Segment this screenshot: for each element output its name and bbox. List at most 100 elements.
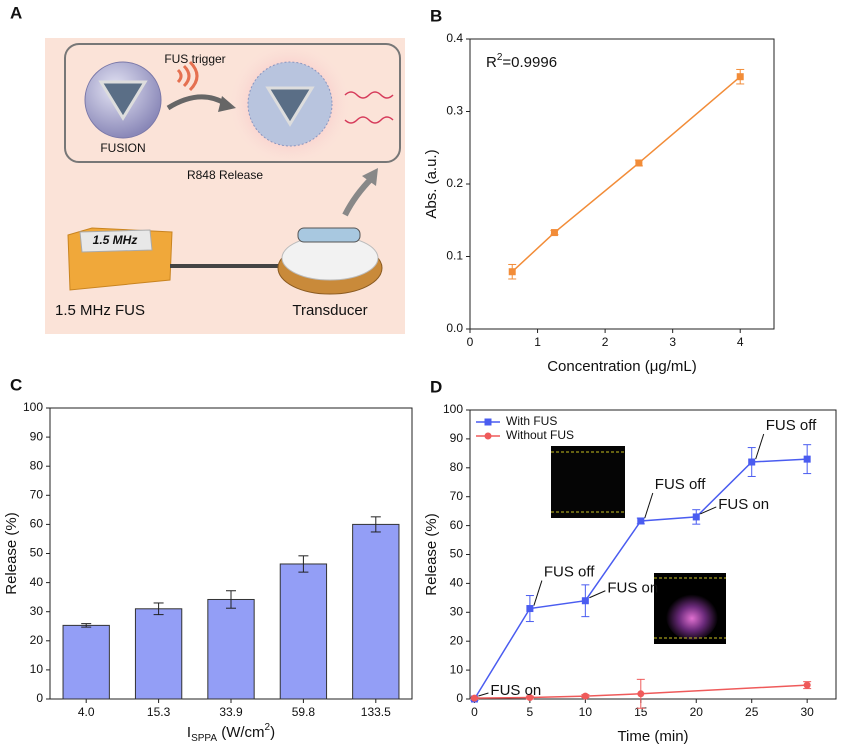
point (637, 517, 645, 525)
y-tick-label: 50 (30, 546, 44, 560)
x-tick-label: 15.3 (147, 705, 171, 719)
x-tick-label: 3 (669, 335, 676, 349)
point (508, 268, 516, 276)
y-tick-label: 30 (450, 604, 464, 618)
point (550, 229, 558, 237)
point (526, 605, 534, 613)
inset-glow (666, 592, 718, 640)
x-tick-label: 4 (737, 335, 744, 349)
x-tick-label: 25 (745, 705, 759, 719)
x-tick-label: 1 (534, 335, 541, 349)
label-text: ) (270, 724, 275, 741)
annotation: FUS off (544, 564, 595, 581)
core (265, 86, 315, 127)
x-tick-label: 59.8 (292, 705, 316, 719)
y-tick-label: 40 (30, 575, 44, 589)
point (736, 73, 744, 81)
bar (207, 598, 255, 700)
y-tick-label: 0.1 (446, 249, 463, 263)
legend-marker (484, 432, 492, 440)
panel-label: D (430, 377, 442, 396)
annotation-arrow (478, 692, 489, 697)
y-axis-label: Release (%) (423, 513, 440, 596)
release-waves (344, 91, 394, 124)
transducer-top (281, 235, 379, 281)
legend-label: With FUS (506, 414, 557, 428)
y-tick-label: 0.0 (446, 321, 463, 335)
annotation: FUS on (490, 682, 541, 699)
y-tick-label: 0.2 (446, 176, 463, 190)
tube (297, 227, 361, 243)
y-tick-label: 0 (36, 691, 43, 705)
label-text: (W/cm (217, 724, 264, 741)
y-tick-label: 100 (23, 400, 43, 414)
annotation-arrow (533, 580, 543, 606)
point (637, 690, 645, 698)
x-tick-label: 33.9 (219, 705, 243, 719)
device-label: 1.5 MHz FUS (55, 302, 145, 319)
point (748, 458, 756, 466)
script-text: 2 (497, 52, 503, 63)
plot-frame (469, 409, 837, 700)
y-tick-label: 20 (450, 633, 464, 647)
x-tick-label: 20 (690, 705, 704, 719)
x-tick-label: 30 (800, 705, 814, 719)
point (803, 681, 811, 689)
inset-dark (551, 446, 625, 518)
bar (62, 624, 110, 700)
panel-label: B (430, 6, 442, 25)
y-tick-label: 40 (450, 576, 464, 590)
script-text: SPPA (191, 733, 217, 744)
wave-icon (176, 60, 199, 92)
x-tick-label: 133.5 (361, 705, 391, 719)
device-screen (79, 229, 153, 253)
device-screen-label: 1.5 MHz (93, 233, 138, 247)
release-label: R848 Release (187, 168, 263, 182)
script-text: 2 (265, 722, 271, 733)
y-tick-label: 70 (30, 487, 44, 501)
point (470, 694, 478, 702)
y-tick-label: 90 (450, 431, 464, 445)
x-axis-label: Time (min) (617, 728, 688, 745)
legend-marker (484, 418, 492, 426)
label-text: R (486, 54, 497, 71)
annotation-arrow (700, 506, 717, 515)
x-tick-label: 2 (602, 335, 609, 349)
y-axis-label: Release (%) (3, 512, 20, 595)
annotation: FUS off (655, 476, 706, 493)
y-axis-label: Abs. (a.u.) (423, 149, 440, 218)
y-tick-label: 100 (443, 402, 463, 416)
x-tick-label: 10 (579, 705, 593, 719)
x-tick-label: 0 (467, 335, 474, 349)
bar (279, 563, 328, 700)
legend-label: Without FUS (506, 428, 574, 442)
frame (64, 43, 401, 163)
arrow-head (362, 168, 378, 186)
annotation: FUS off (766, 417, 817, 434)
y-tick-label: 20 (30, 633, 44, 647)
annotation-arrow (589, 590, 606, 599)
point (581, 597, 589, 605)
bar (134, 608, 183, 700)
x-axis-label: ISPPA (W/cm2) (187, 722, 275, 744)
panel-a: A FUSION FUS trigger R848 Release 1.5 MH… (10, 3, 405, 334)
point (581, 692, 589, 700)
y-tick-label: 10 (450, 662, 464, 676)
plot-frame (469, 38, 775, 330)
point (803, 455, 811, 463)
x-tick-label: 0 (471, 705, 478, 719)
point (635, 159, 643, 167)
y-tick-label: 0.3 (446, 104, 463, 118)
y-tick-label: 80 (450, 460, 464, 474)
annotation: R2=0.9996 (486, 52, 557, 71)
y-tick-label: 50 (450, 547, 464, 561)
core (98, 80, 148, 121)
y-tick-label: 60 (30, 517, 44, 531)
y-tick-label: 90 (30, 429, 44, 443)
y-tick-label: 30 (30, 604, 44, 618)
y-tick-label: 0.4 (446, 31, 463, 45)
y-tick-label: 0 (456, 691, 463, 705)
label-text: I (187, 724, 191, 741)
point (692, 513, 700, 521)
